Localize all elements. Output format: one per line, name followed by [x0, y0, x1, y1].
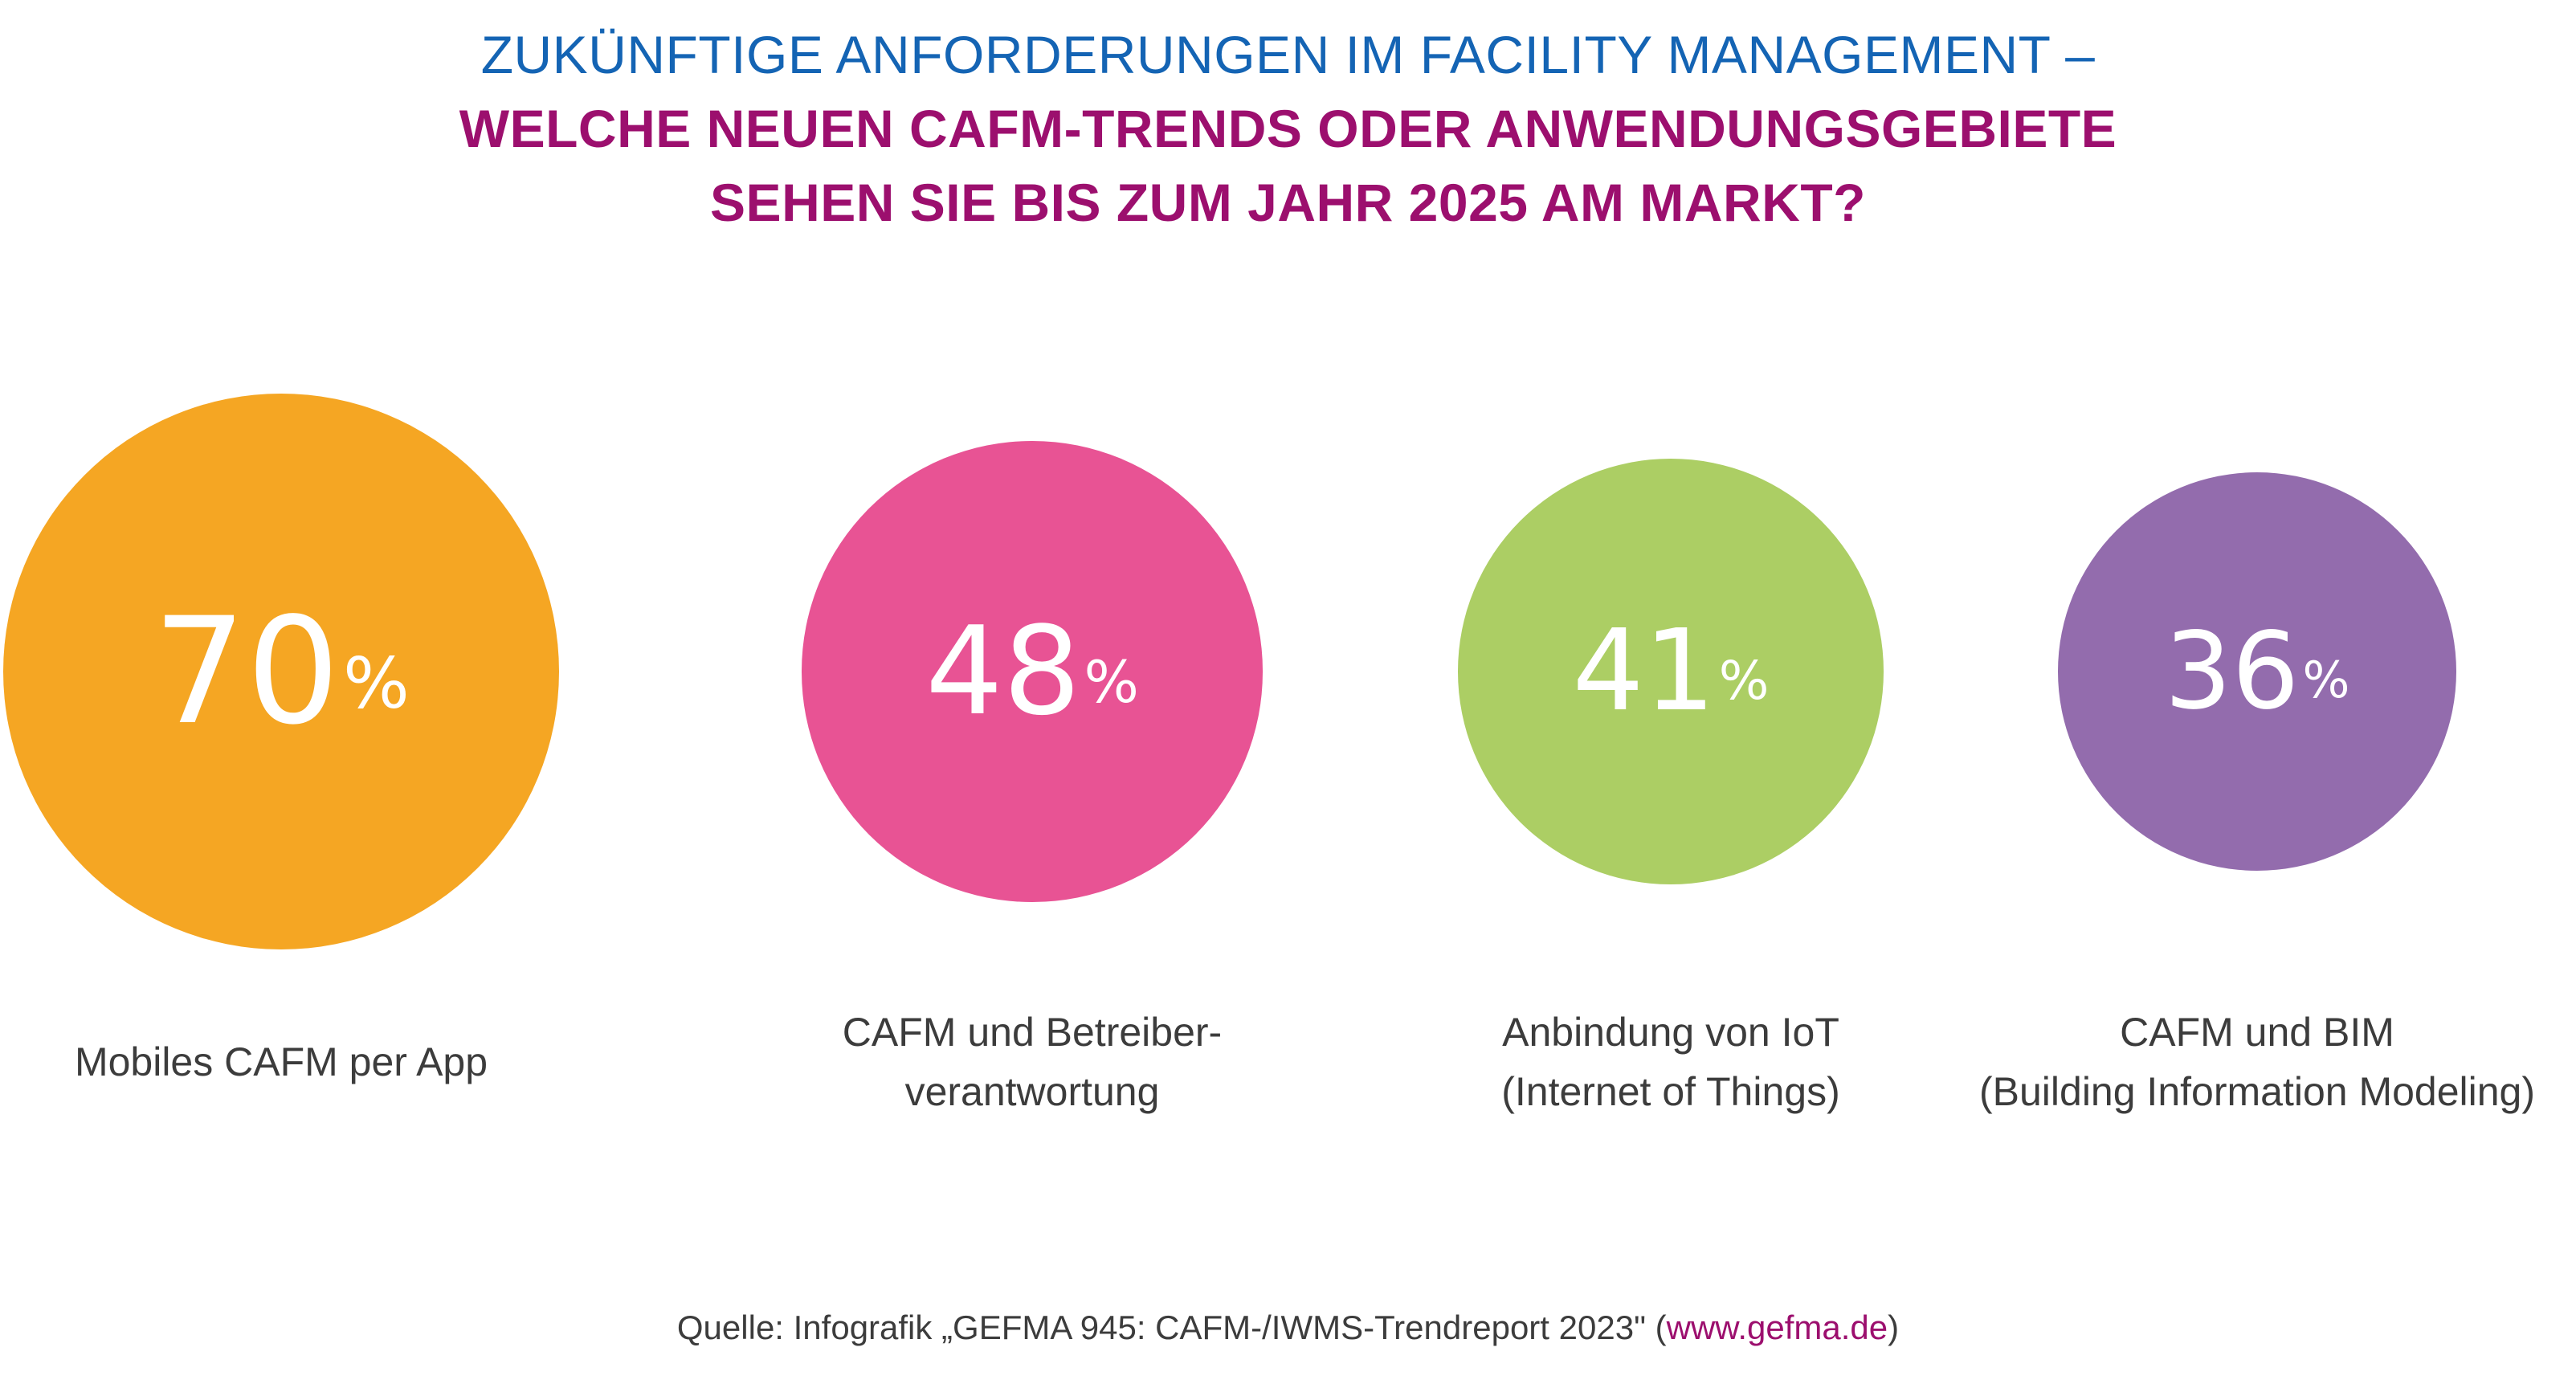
bubble-label-1: Mobiles CAFM per App — [0, 1032, 610, 1092]
bubble-label-3: Anbindung von IoT (Internet of Things) — [1341, 1002, 2000, 1121]
bubble-1: 70% — [3, 394, 559, 949]
bubble-label-1-line-1: Mobiles CAFM per App — [74, 1039, 488, 1084]
source-link[interactable]: www.gefma.de — [1666, 1309, 1888, 1346]
source-suffix: ) — [1888, 1309, 1900, 1346]
chart-title-line-3: SEHEN SIE BIS ZUM JAHR 2025 AM MARKT? — [710, 173, 1866, 232]
bubble-label-4-line-1: CAFM und BIM — [2120, 1010, 2394, 1055]
bubble-value-3: 41 — [1572, 605, 1716, 737]
source-note: Quelle: Infografik „GEFMA 945: CAFM-/IWM… — [0, 1305, 2576, 1350]
chart-title-line-1: ZUKÜNFTIGE ANFORDERUNGEN IM FACILITY MAN… — [480, 25, 2096, 84]
chart-title: ZUKÜNFTIGE ANFORDERUNGEN IM FACILITY MAN… — [0, 18, 2576, 239]
bubble-label-3-line-1: Anbindung von IoT — [1502, 1010, 1839, 1055]
bubble-4: 36% — [2057, 472, 2457, 872]
bubble-unit-1: % — [343, 643, 410, 725]
bubble-label-4: CAFM und BIM (Building Information Modeli… — [1928, 1002, 2576, 1121]
source-prefix: Quelle: Infografik „GEFMA 945: CAFM-/IWM… — [676, 1309, 1667, 1346]
bubble-label-3-line-2: (Internet of Things) — [1501, 1069, 1840, 1114]
bubble-label-2-line-1: CAFM und Betreiber- — [842, 1010, 1223, 1055]
bubble-value-4: 36 — [2164, 609, 2300, 733]
bubble-value-1: 70 — [153, 586, 341, 757]
bubble-3: 41% — [1458, 459, 1884, 884]
bubble-label-4-line-2: (Building Information Modeling) — [1978, 1069, 2536, 1114]
bubble-label-2: CAFM und Betreiber-verantwortung — [703, 1002, 1361, 1121]
bubble-label-2-line-2: verantwortung — [904, 1069, 1160, 1114]
bubble-value-2: 48 — [925, 599, 1081, 742]
bubble-unit-2: % — [1084, 647, 1139, 716]
chart-title-line-2: WELCHE NEUEN CAFM-TRENDS ODER ANWENDUNGS… — [459, 99, 2117, 158]
bubble-2: 48% — [802, 441, 1263, 902]
bubble-unit-3: % — [1718, 649, 1770, 712]
bubble-unit-4: % — [2302, 651, 2350, 710]
